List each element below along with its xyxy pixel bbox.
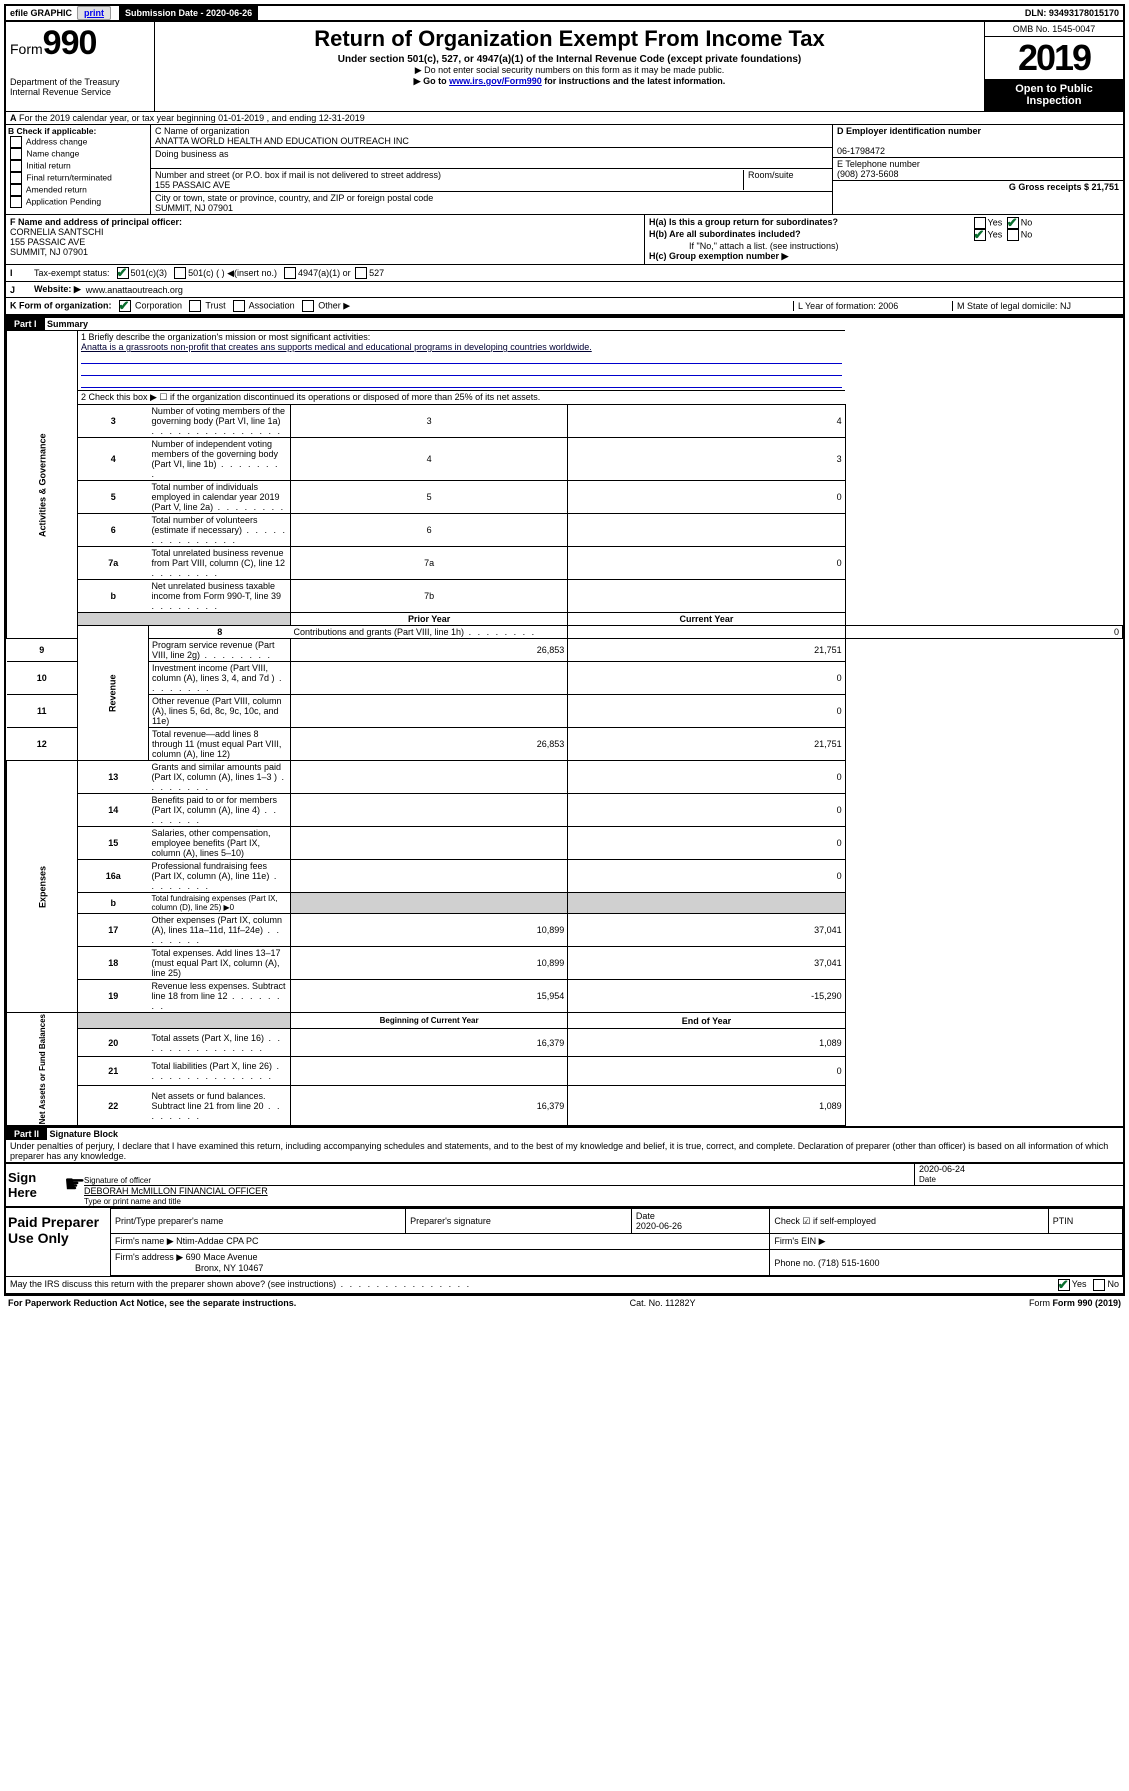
section-d: D Employer identification number06-17984… <box>833 125 1123 214</box>
section-h: H(a) Is this a group return for subordin… <box>645 215 1123 264</box>
side-label-governance: Activities & Governance <box>7 331 78 639</box>
summary-table: Activities & Governance 1 Briefly descri… <box>6 330 1123 1126</box>
print-button[interactable]: print <box>77 6 111 20</box>
header-bar: efile GRAPHIC print Submission Date - 20… <box>4 4 1125 22</box>
efile-label: efile GRAPHIC print <box>6 6 121 20</box>
website: www.anattaoutreach.org <box>86 285 183 295</box>
form-id-box: Form990 Department of the Treasury Inter… <box>6 22 155 111</box>
section-f: F Name and address of principal officer:… <box>6 215 645 264</box>
row-j: J Website: ▶ www.anattaoutreach.org <box>6 281 1123 297</box>
year-box: OMB No. 1545-0047 2019 Open to Public In… <box>984 22 1123 111</box>
footer: For Paperwork Reduction Act Notice, see … <box>4 1295 1125 1310</box>
section-c: C Name of organizationANATTA WORLD HEALT… <box>151 125 833 214</box>
tax-year-line: A For the 2019 calendar year, or tax yea… <box>6 111 1123 124</box>
sign-here-label: Sign Here <box>6 1164 64 1206</box>
paid-preparer-table: Print/Type preparer's namePreparer's sig… <box>110 1208 1123 1276</box>
irs-link[interactable]: www.irs.gov/Form990 <box>449 76 542 86</box>
section-b: B Check if applicable: Address change Na… <box>6 125 151 214</box>
declaration-text: Under penalties of perjury, I declare th… <box>6 1140 1123 1162</box>
discuss-row: May the IRS discuss this return with the… <box>6 1276 1123 1293</box>
side-label-revenue: Revenue <box>77 626 148 761</box>
submission-date: Submission Date - 2020-06-26 <box>121 6 258 20</box>
part1-header: Part I Summary <box>6 316 1123 330</box>
side-label-netassets: Net Assets or Fund Balances <box>7 1013 78 1126</box>
form-title-box: Return of Organization Exempt From Incom… <box>155 22 984 111</box>
side-label-expenses: Expenses <box>7 761 78 1013</box>
part2-header: Part II Signature Block <box>6 1126 1123 1140</box>
telephone: (908) 273-5608 <box>837 169 899 179</box>
org-name: ANATTA WORLD HEALTH AND EDUCATION OUTREA… <box>155 136 409 146</box>
ein: 06-1798472 <box>837 146 885 156</box>
form-title: Return of Organization Exempt From Incom… <box>159 26 980 52</box>
row-i: I Tax-exempt status: 501(c)(3) 501(c) ( … <box>6 264 1123 281</box>
dln: DLN: 93493178015170 <box>1021 6 1123 20</box>
row-k: K Form of organization: Corporation Trus… <box>6 297 1123 316</box>
paid-preparer-label: Paid Preparer Use Only <box>6 1208 110 1276</box>
dept-label: Department of the Treasury Internal Reve… <box>10 77 150 97</box>
